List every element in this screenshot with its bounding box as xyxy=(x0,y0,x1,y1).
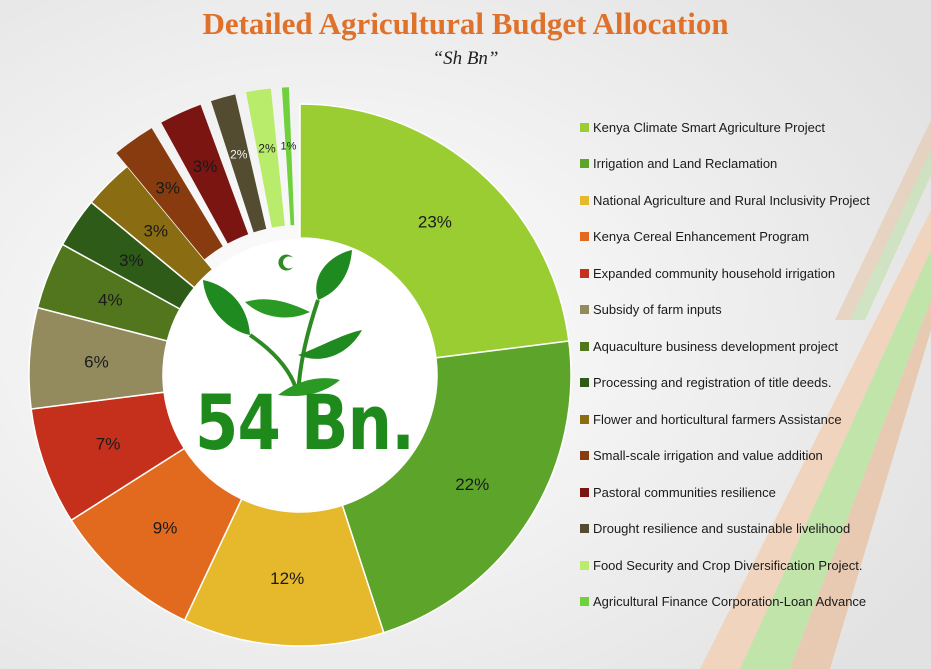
legend-label: Pastoral communities resilience xyxy=(593,484,776,500)
legend-item: Irrigation and Land Reclamation xyxy=(580,146,870,183)
legend-label: Aquaculture business development project xyxy=(593,338,838,354)
legend-swatch xyxy=(580,597,589,607)
slice-label-13: 2% xyxy=(258,141,276,155)
legend-swatch xyxy=(580,195,589,205)
legend-item: Food Security and Crop Diversification P… xyxy=(580,547,870,584)
legend-item: National Agriculture and Rural Inclusivi… xyxy=(580,182,870,219)
slice-label-4: 9% xyxy=(153,519,178,538)
legend-label: Drought resilience and sustainable livel… xyxy=(593,521,851,537)
slice-1 xyxy=(299,103,570,359)
legend-label: Kenya Climate Smart Agriculture Project xyxy=(593,119,825,135)
legend-swatch xyxy=(580,341,589,351)
legend-label: Expanded community household irrigation xyxy=(593,265,836,281)
slice-label-14: 1% xyxy=(280,140,296,152)
legend-label: Food Security and Crop Diversification P… xyxy=(593,557,863,573)
slice-label-5: 7% xyxy=(96,435,121,454)
legend-swatch xyxy=(580,524,589,534)
legend-swatch xyxy=(580,268,589,278)
legend-item: Agricultural Finance Corporation-Loan Ad… xyxy=(580,584,870,621)
legend-item: Pastoral communities resilience xyxy=(580,474,870,511)
legend-swatch xyxy=(580,560,589,570)
chart-title: Detailed Agricultural Budget Allocation xyxy=(202,6,729,41)
legend-swatch xyxy=(580,122,589,132)
legend-label: Flower and horticultural farmers Assista… xyxy=(593,411,842,427)
total-budget-value: 54 Bn. xyxy=(195,378,415,467)
legend-item: Small-scale irrigation and value additio… xyxy=(580,438,870,475)
legend-swatch xyxy=(580,159,589,169)
slice-12 xyxy=(211,94,267,233)
chart-subtitle: “Sh Bn” xyxy=(432,48,499,69)
legend-label: Irrigation and Land Reclamation xyxy=(593,156,778,172)
slice-label-3: 12% xyxy=(270,569,304,588)
legend-label: National Agriculture and Rural Inclusivi… xyxy=(593,192,870,208)
slice-label-9: 3% xyxy=(143,221,168,240)
legend-label: Agricultural Finance Corporation-Loan Ad… xyxy=(593,594,867,610)
legend-swatch xyxy=(580,232,589,242)
legend-label: Kenya Cereal Enhancement Program xyxy=(593,229,810,245)
chart-legend: Kenya Climate Smart Agriculture Project I… xyxy=(580,109,870,620)
slice-label-7: 4% xyxy=(98,290,123,309)
slice-label-2: 22% xyxy=(455,475,489,494)
legend-label: Subsidy of farm inputs xyxy=(593,302,722,318)
legend-swatch xyxy=(580,378,589,388)
slice-value-labels: 23% 22% 12% 9% 7% 6% 4% 3% 3% 3% 3% 2% 2% 1% xyxy=(84,140,489,588)
legend-swatch xyxy=(580,487,589,497)
legend-item: Expanded community household irrigation xyxy=(580,255,870,292)
slice-2 xyxy=(341,340,572,634)
slice-11 xyxy=(161,104,249,244)
slice-label-1: 23% xyxy=(418,212,452,231)
slice-label-10: 3% xyxy=(155,179,180,198)
legend-swatch xyxy=(580,451,589,461)
legend-item: Processing and registration of title dee… xyxy=(580,365,870,402)
legend-swatch xyxy=(580,414,589,424)
slice-9 xyxy=(90,165,214,289)
legend-item: Aquaculture business development project xyxy=(580,328,870,365)
legend-label: Small-scale irrigation and value additio… xyxy=(593,448,823,464)
slice-label-6: 6% xyxy=(84,353,109,372)
donut-slices xyxy=(28,87,572,647)
legend-item: Kenya Climate Smart Agriculture Project xyxy=(580,109,870,146)
slice-14 xyxy=(281,87,295,226)
legend-item: Flower and horticultural farmers Assista… xyxy=(580,401,870,438)
legend-item: Kenya Cereal Enhancement Program xyxy=(580,219,870,256)
slice-13 xyxy=(246,88,285,228)
slice-label-11: 3% xyxy=(193,157,218,176)
slice-10 xyxy=(116,128,223,260)
legend-swatch xyxy=(580,305,589,315)
slice-label-8: 3% xyxy=(119,251,144,270)
legend-label: Processing and registration of title dee… xyxy=(593,375,832,391)
legend-item: Subsidy of farm inputs xyxy=(580,292,870,329)
legend-item: Drought resilience and sustainable livel… xyxy=(580,511,870,548)
slice-label-12: 2% xyxy=(230,147,248,161)
plant-sprout-icon xyxy=(203,250,362,397)
